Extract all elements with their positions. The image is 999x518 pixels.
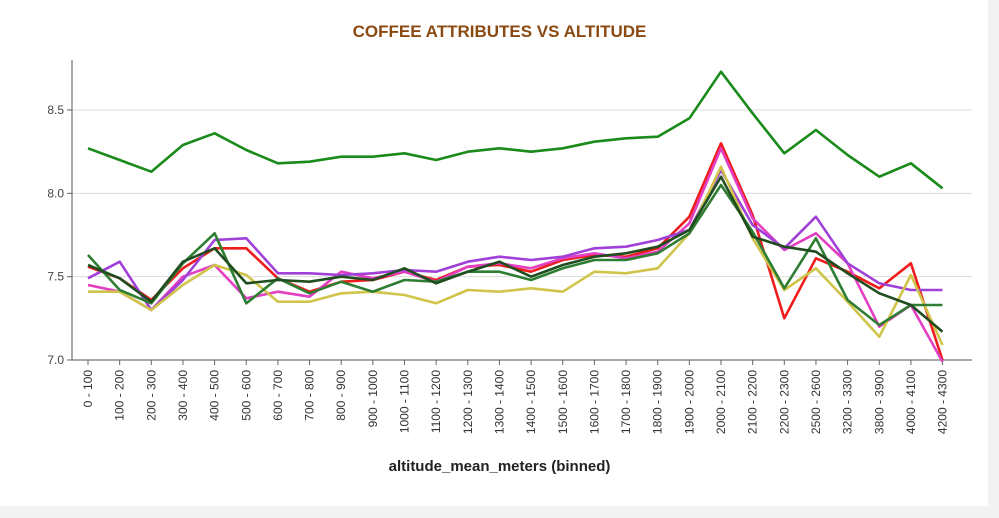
series-line-7 bbox=[87, 175, 944, 333]
x-tick-label: 2500 - 2600 bbox=[809, 370, 823, 434]
series-line-1 bbox=[87, 70, 944, 190]
x-tick-label: 900 - 1000 bbox=[366, 370, 380, 428]
x-tick-label: 200 - 300 bbox=[144, 370, 158, 421]
x-tick-label: 1500 - 1600 bbox=[556, 370, 570, 434]
series-line-3 bbox=[87, 147, 944, 363]
y-tick-label: 7.5 bbox=[47, 270, 64, 284]
chart-title: COFFEE ATTRIBUTES VS ALTITUDE bbox=[352, 22, 647, 41]
x-tick-label: 1300 - 1400 bbox=[492, 370, 506, 434]
x-tick-label: 4000 - 4100 bbox=[904, 370, 918, 434]
x-tick-label: 1700 - 1800 bbox=[619, 370, 633, 434]
x-tick-label: 300 - 400 bbox=[176, 370, 190, 421]
x-tick-label: 600 - 700 bbox=[271, 370, 285, 421]
x-tick-label: 1900 - 2000 bbox=[682, 370, 696, 434]
x-tick-label: 100 - 200 bbox=[113, 370, 127, 421]
x-tick-label: 2100 - 2200 bbox=[746, 370, 760, 434]
x-tick-label: 700 - 800 bbox=[303, 370, 317, 421]
x-tick-label: 1200 - 1300 bbox=[461, 370, 475, 434]
x-tick-label: 4200 - 4300 bbox=[936, 370, 950, 434]
y-tick-label: 8.5 bbox=[47, 103, 64, 117]
x-tick-label: 0 - 100 bbox=[81, 370, 95, 408]
x-tick-label: 1100 - 1200 bbox=[429, 370, 443, 433]
y-tick-label: 8.0 bbox=[47, 186, 64, 200]
x-tick-label: 1600 - 1700 bbox=[587, 370, 601, 434]
x-tick-label: 800 - 900 bbox=[334, 370, 348, 421]
x-tick-label: 2000 - 2100 bbox=[714, 370, 728, 434]
x-tick-label: 3200 - 3300 bbox=[841, 370, 855, 434]
series-line-4 bbox=[87, 168, 943, 312]
x-tick-label: 1400 - 1500 bbox=[524, 370, 538, 434]
x-axis-label: altitude_mean_meters (binned) bbox=[388, 458, 611, 475]
x-tick-label: 3800 - 3900 bbox=[872, 370, 886, 434]
x-tick-label: 400 - 500 bbox=[208, 370, 222, 421]
series-line-6 bbox=[87, 183, 943, 327]
x-tick-label: 1000 - 1100 bbox=[398, 370, 412, 433]
x-tick-label: 1800 - 1900 bbox=[651, 370, 665, 434]
y-tick-label: 7.0 bbox=[47, 353, 64, 367]
x-tick-label: 2200 - 2300 bbox=[777, 370, 791, 434]
x-tick-label: 500 - 600 bbox=[239, 370, 253, 421]
